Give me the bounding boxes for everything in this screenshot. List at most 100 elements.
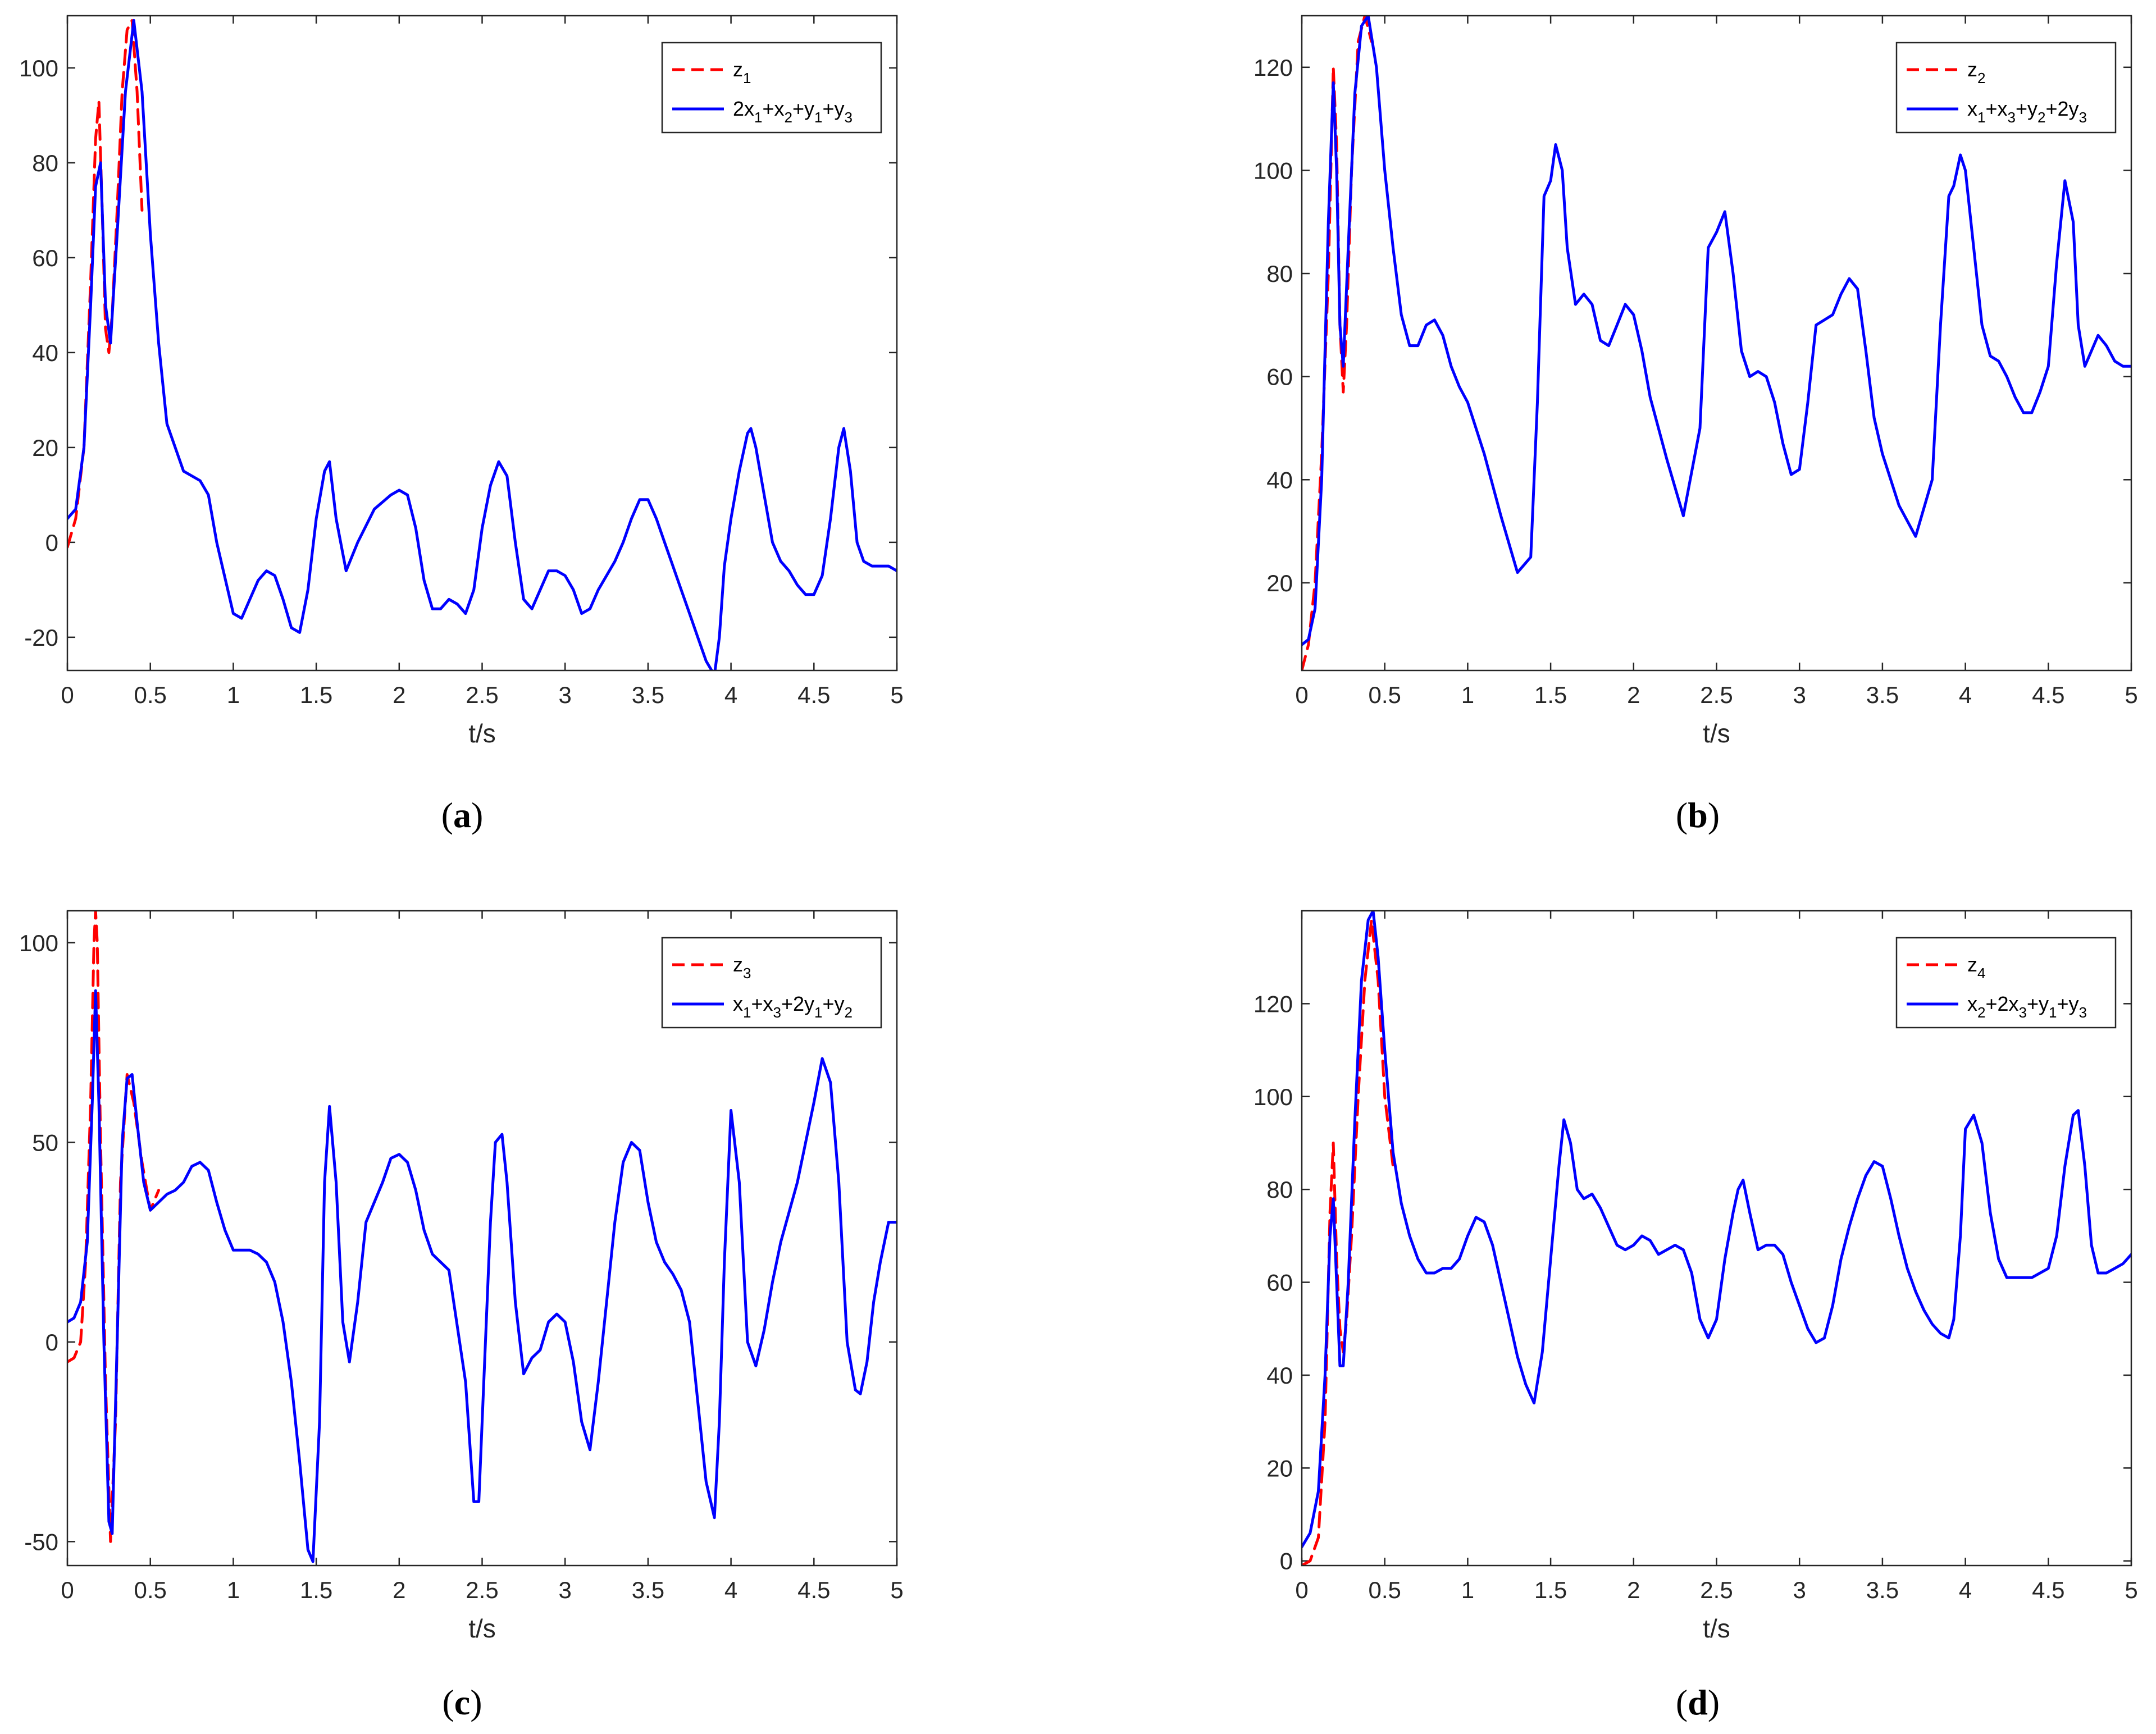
x-tick-label: 3 <box>559 682 572 708</box>
y-tick-label: 50 <box>32 1129 58 1156</box>
x-tick-label: 0 <box>61 1577 74 1603</box>
x-tick-label: 3.5 <box>632 1577 664 1603</box>
panel-caption-d: (d) <box>1675 1682 1720 1722</box>
x-tick-label: 1 <box>227 682 240 708</box>
chart-panel-d: 0 0.5 1 1.5 2 2.5 3 3.5 4 4.5 5 0 20 40 60 80 100 120 t/s z… <box>1254 910 2138 1643</box>
x-axis-label: t/s <box>468 1614 496 1643</box>
y-tick-label: 60 <box>1266 1270 1293 1296</box>
y-tick-label: 40 <box>32 340 58 366</box>
chart-panel-c: 0 0.5 1 1.5 2 2.5 3 3.5 4 4.5 5-50050100t/sz3x1+x3… <box>19 910 904 1643</box>
x-tick-label: 1 <box>1461 682 1474 708</box>
axes-box <box>1301 910 2132 1567</box>
x-tick-label: 0.5 <box>1369 682 1401 708</box>
x-tick-label: 2 <box>393 682 405 708</box>
x-tick-label: 1.5 <box>300 1577 332 1603</box>
y-tick-label: -20 <box>24 624 58 651</box>
chart-panel-a: 0 0.5 1 1.5 2 2.5 3 3.5 4 4.5 5 -20 0 20 40 60 80 100 t/s z… <box>19 15 904 748</box>
y-tick-label: 80 <box>1266 1176 1293 1203</box>
axes-box <box>66 15 898 672</box>
panel-caption-c: (c) <box>442 1682 482 1722</box>
y-tick-label: 0 <box>1280 1548 1293 1575</box>
legend-entry: 2x1+x2+y1+y3 <box>733 97 853 126</box>
series-line-solid <box>1302 911 2131 1549</box>
x-tick-label: 1 <box>1461 1577 1474 1603</box>
panel-label-a: a <box>453 795 471 835</box>
x-tick-label: 0 <box>61 682 74 708</box>
series-line-solid <box>67 19 897 670</box>
y-tick-label: 100 <box>1254 1084 1293 1110</box>
y-tick-label: 100 <box>1254 157 1293 184</box>
y-tick-label: -50 <box>24 1528 58 1555</box>
x-tick-label: 2.5 <box>466 682 498 708</box>
y-tick-label: 0 <box>45 530 58 556</box>
y-tick-label: 120 <box>1254 991 1293 1017</box>
x-tick-label: 4.5 <box>2032 1577 2064 1603</box>
x-tick-label: 0.5 <box>134 682 167 708</box>
x-axis-label: t/s <box>1703 1614 1730 1643</box>
axes-box <box>1301 15 2132 672</box>
legend-entry: z2 <box>1967 58 1985 86</box>
panel-label-c: c <box>454 1682 471 1722</box>
legend-entry: x2+2x3+y1+y3 <box>1967 992 2087 1021</box>
y-tick-label: 80 <box>1266 261 1293 287</box>
y-tick-label: 20 <box>1266 1455 1293 1481</box>
y-tick-label: 0 <box>45 1329 58 1356</box>
chart-panel-b: 0 0.5 1 1.5 2 2.5 3 3.5 4 4.5 5 20 40 60 80 100 120 t/s z2… <box>1254 15 2138 748</box>
x-tick-label: 4 <box>1959 682 1972 708</box>
legend-entry: z1 <box>733 58 751 86</box>
x-tick-label: 5 <box>890 682 903 708</box>
x-tick-label: 2.5 <box>466 1577 498 1603</box>
legend-entry: z3 <box>733 953 751 982</box>
x-tick-label: 1.5 <box>1534 1577 1567 1603</box>
x-tick-label: 3 <box>1793 682 1806 708</box>
x-tick-label: 0 <box>1295 1577 1308 1603</box>
x-tick-label: 4 <box>724 682 737 708</box>
panel-label-d: d <box>1688 1682 1708 1722</box>
axes-box <box>66 910 898 1567</box>
x-tick-label: 5 <box>890 1577 903 1603</box>
y-tick-label: 40 <box>1266 1362 1293 1389</box>
x-tick-label: 4 <box>1959 1577 1972 1603</box>
panel-caption-b: (b) <box>1675 795 1720 835</box>
y-tick-label: 100 <box>19 55 58 81</box>
x-tick-label: 5 <box>2125 682 2137 708</box>
x-tick-label: 2.5 <box>1700 682 1733 708</box>
y-tick-label: 60 <box>1266 364 1293 390</box>
y-tick-label: 20 <box>1266 570 1293 596</box>
legend: z3 x1+x3+2y1+y2 <box>661 937 882 1029</box>
x-tick-label: 0 <box>1295 682 1308 708</box>
x-tick-label: 4.5 <box>797 682 830 708</box>
legend-box <box>661 42 882 134</box>
y-tick-label: 20 <box>32 435 58 461</box>
x-tick-label: 1.5 <box>300 682 332 708</box>
legend: z2 x1+x3+y2+2y3 <box>1895 42 2117 134</box>
x-tick-label: 3.5 <box>632 682 664 708</box>
x-tick-label: 2 <box>393 1577 405 1603</box>
x-tick-label: 2 <box>1627 1577 1640 1603</box>
x-tick-label: 4.5 <box>797 1577 830 1603</box>
y-tick-label: 40 <box>1266 467 1293 493</box>
legend: z1 2x1+x2+y1+y3 <box>661 42 882 134</box>
x-tick-label: 0.5 <box>134 1577 167 1603</box>
x-tick-label: 3.5 <box>1866 682 1899 708</box>
x-tick-label: 3 <box>559 1577 572 1603</box>
legend: z4 x2+2x3+y1+y3 <box>1895 937 2117 1029</box>
x-tick-label: 2 <box>1627 682 1640 708</box>
legend-box <box>661 937 882 1029</box>
legend-entry: z4 <box>1967 953 1985 982</box>
x-tick-label: 4 <box>724 1577 737 1603</box>
x-axis-label: t/s <box>1703 719 1730 748</box>
x-tick-label: 3.5 <box>1866 1577 1899 1603</box>
legend-box <box>1895 42 2117 134</box>
x-tick-label: 1.5 <box>1534 682 1567 708</box>
legend-entry: x1+x3+2y1+y2 <box>733 992 853 1021</box>
panel-caption-a: (a) <box>441 795 484 835</box>
panel-label-b: b <box>1688 795 1708 835</box>
x-tick-label: 3 <box>1793 1577 1806 1603</box>
x-tick-label: 4.5 <box>2032 682 2064 708</box>
x-axis-label: t/s <box>468 719 496 748</box>
legend-box <box>1895 937 2117 1029</box>
y-tick-label: 100 <box>19 930 58 956</box>
x-tick-label: 1 <box>227 1577 240 1603</box>
